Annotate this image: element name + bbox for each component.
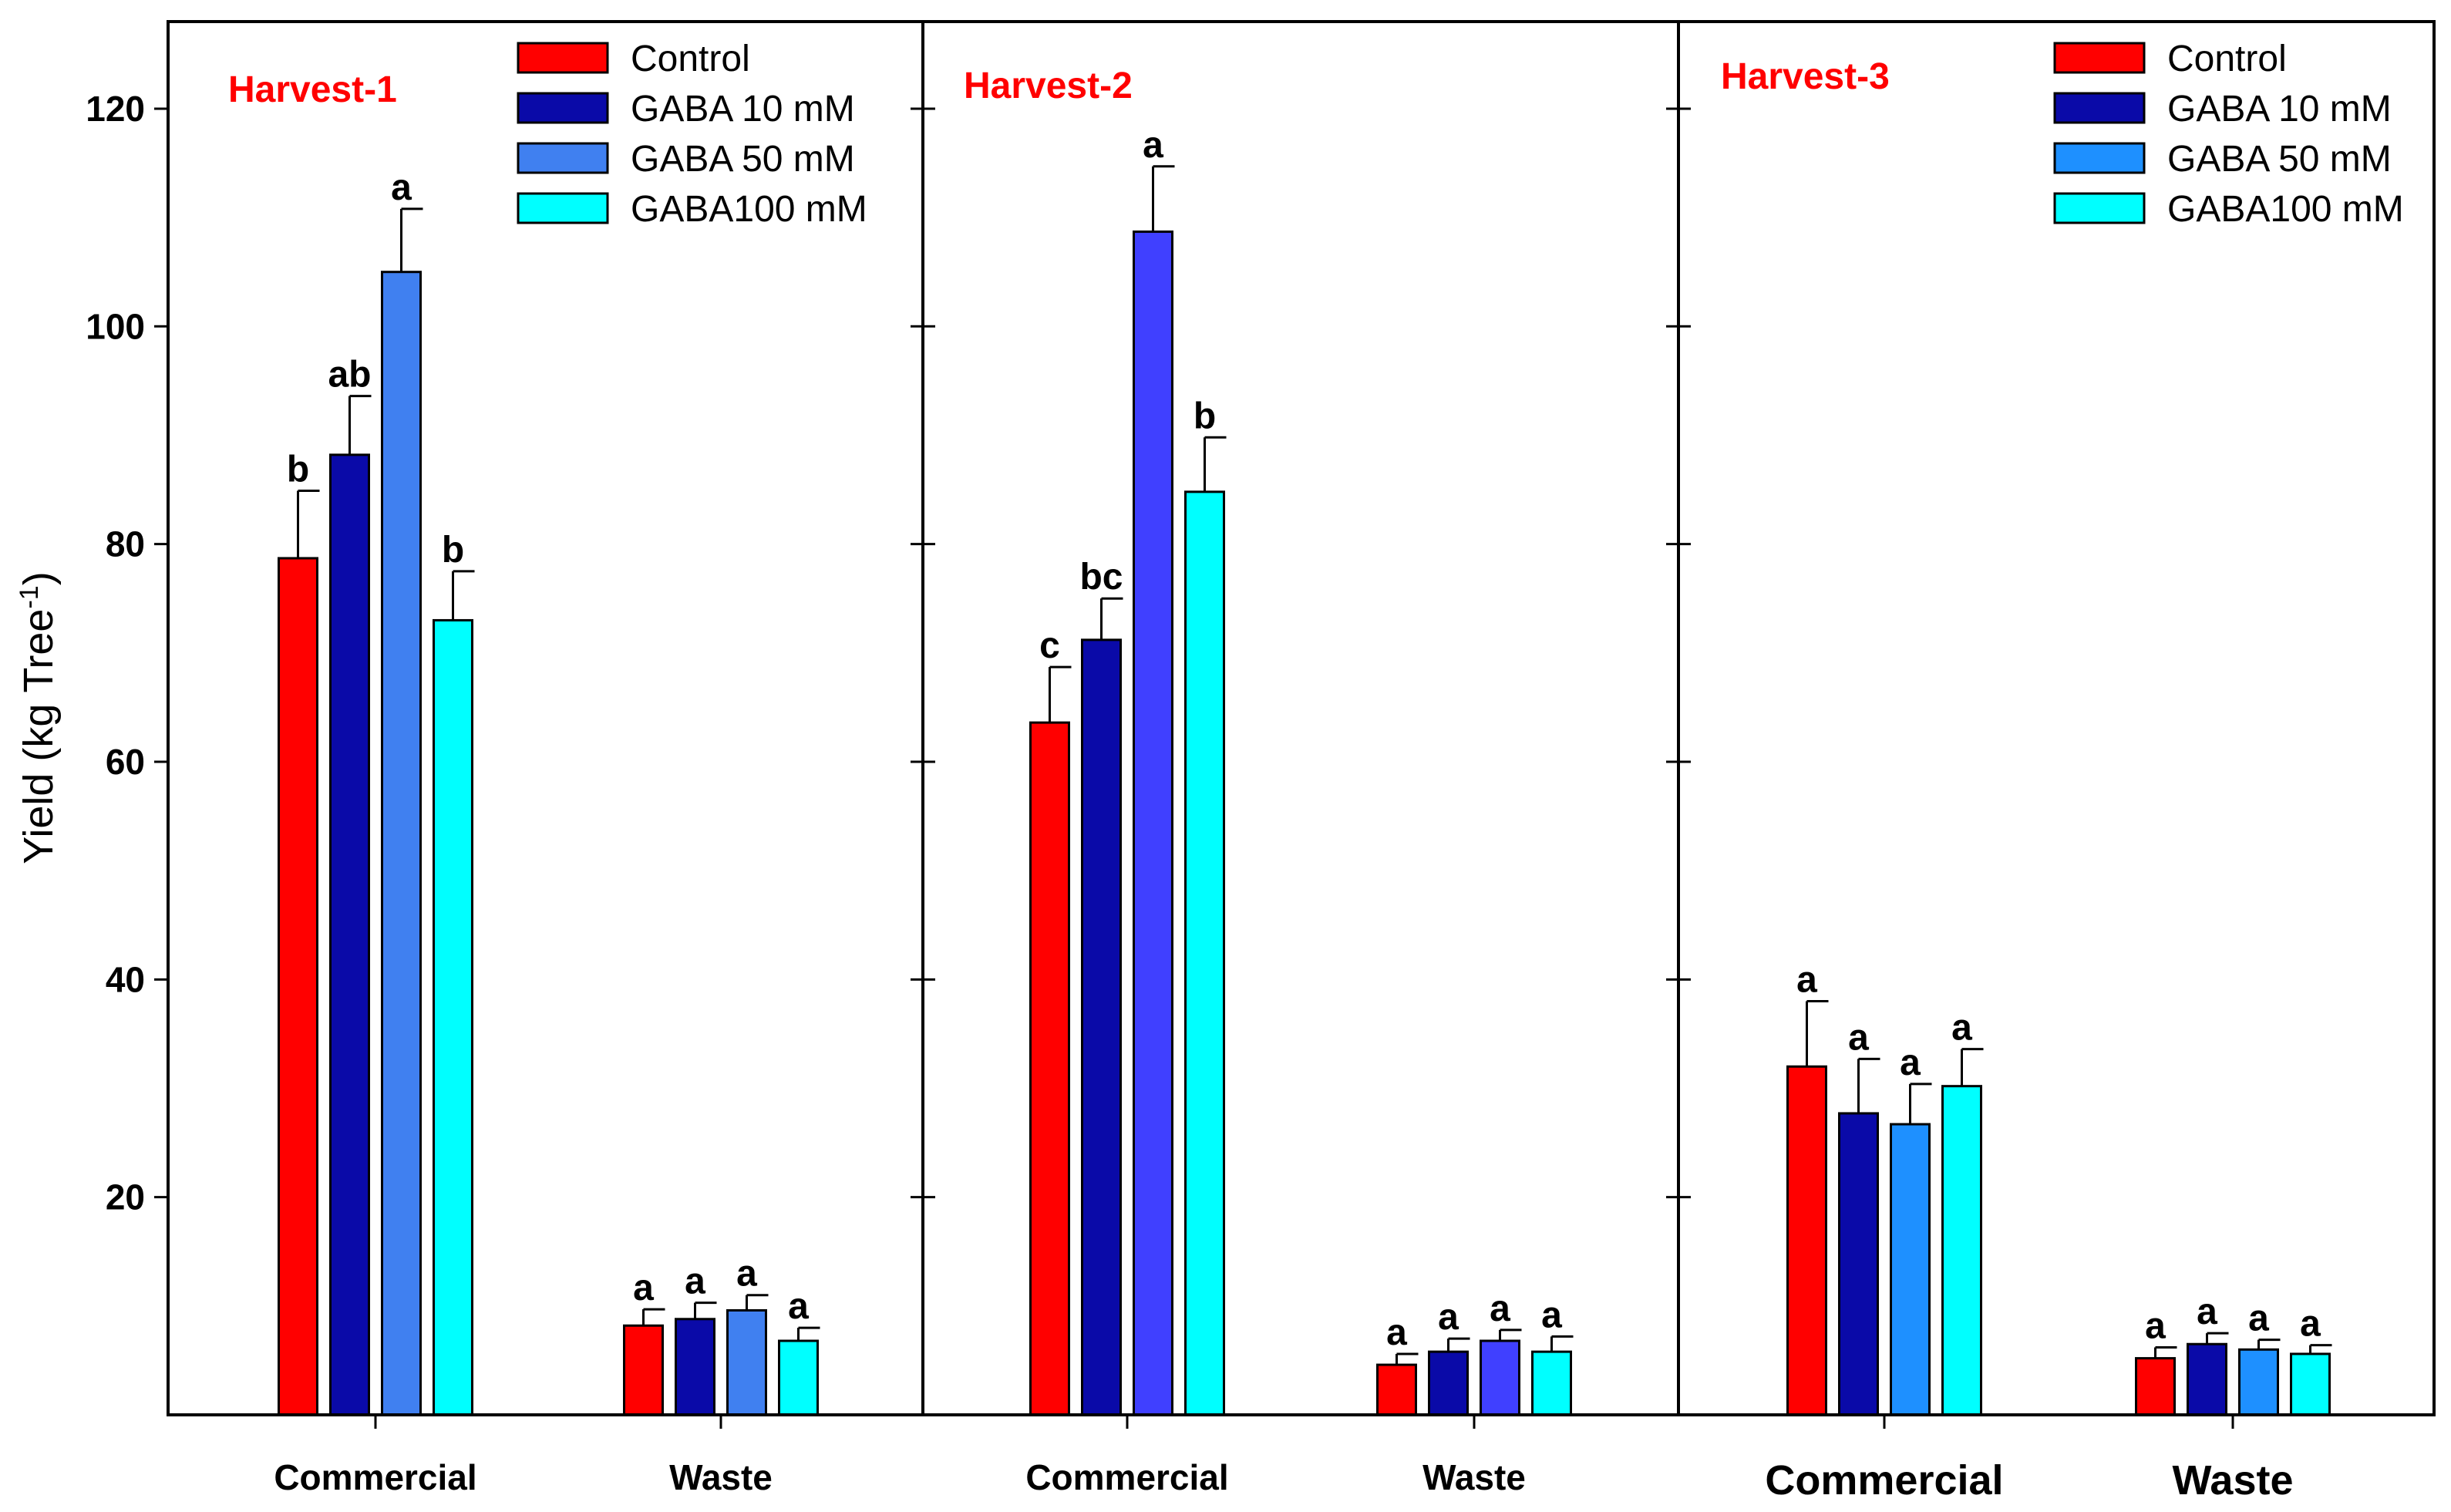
significance-letter: a [788,1286,809,1327]
x-category-label: Commercial [274,1457,476,1497]
significance-letter: a [1951,1008,1972,1049]
legend: Control GABA 10 mM GABA 50 mM GABA100 mM [2053,39,2404,230]
bar [381,271,422,1416]
bar [1428,1350,1469,1416]
bar [778,1339,819,1416]
legend-swatch [2053,92,2146,124]
bar [1890,1123,1931,1416]
legend-label: GABA 10 mM [631,89,855,130]
panel-title: Harvest-3 [1721,56,1890,97]
bar [2238,1348,2279,1416]
bar [1838,1112,1879,1416]
bar [623,1324,664,1416]
legend-label: GABA 10 mM [2167,89,2392,130]
significance-letter: a [633,1268,654,1308]
x-category-label: Waste [1422,1457,1526,1497]
bar [2290,1352,2331,1416]
y-axis-label-superscript: -1 [15,585,44,608]
y-tick-label: 80 [106,524,145,564]
legend-swatch [517,42,609,74]
legend-label: GABA 50 mM [2167,139,2392,180]
significance-letter: bc [1079,557,1123,598]
y-tick-label: 100 [86,306,145,346]
significance-letter: b [442,530,464,571]
bar [329,453,370,1416]
x-category-label: Waste [2172,1457,2293,1504]
significance-letter: ab [328,355,371,396]
bar [2187,1342,2227,1416]
y-axis-label-main: Yield (kg Tree [15,609,62,864]
bar [1786,1065,1827,1416]
bar [1081,638,1122,1416]
bar [2135,1357,2176,1416]
significance-letter: a [1796,960,1817,1001]
bar [1480,1339,1520,1416]
legend-swatch [2053,142,2146,174]
significance-letter: b [1194,396,1216,436]
legend-swatch [517,142,609,174]
y-tick-label: 60 [106,742,145,782]
legend-swatch [517,92,609,124]
bar [1376,1363,1417,1416]
legend-swatch [517,192,609,224]
significance-letter: a [1386,1312,1407,1353]
bar [1531,1350,1572,1416]
legend-label: Control [631,39,750,79]
legend-label: Control [2167,39,2287,79]
legend-label: GABA100 mM [2167,189,2404,230]
significance-letter: a [736,1254,757,1295]
legend-swatch [2053,192,2146,224]
x-category-label: Commercial [1025,1457,1228,1497]
panel-title: Harvest-1 [228,69,397,110]
significance-letter: a [1848,1017,1869,1058]
y-tick-label: 20 [106,1177,145,1217]
significance-letter: a [1143,125,1163,166]
y-tick-label: 40 [106,959,145,999]
legend: Control GABA 10 mM GABA 50 mM GABA100 mM [517,39,867,230]
bar [1029,721,1070,1416]
bar [1941,1085,1982,1416]
significance-letter: a [2248,1298,2269,1339]
x-category-label: Commercial [1765,1457,2003,1504]
bar [278,557,318,1416]
significance-letter: a [1490,1288,1510,1329]
bar [433,618,473,1416]
legend-swatch [2053,42,2146,74]
legend-label: GABA100 mM [631,189,867,230]
significance-letter: a [1541,1295,1562,1335]
bar [675,1318,715,1416]
bar [726,1308,767,1416]
significance-letter: a [1438,1297,1459,1338]
plot-frame [167,20,2436,1416]
y-axis-label: Yield (kg Tree-1) [15,571,62,864]
x-category-label: Waste [669,1457,773,1497]
bar [1184,490,1225,1416]
significance-letter: a [391,167,412,208]
legend-label: GABA 50 mM [631,139,855,180]
y-axis-label-close: ) [15,571,62,585]
y-tick-label: 120 [86,89,145,129]
significance-letter: a [2300,1304,2321,1345]
plot-area: baabaaabacabcaaabaaaaaaaaa20406080100120… [15,20,2436,1504]
significance-letter: a [685,1261,705,1302]
significance-letter: a [2197,1291,2217,1332]
significance-letter: b [287,449,309,490]
panel-title: Harvest-2 [964,66,1133,106]
bar [1133,230,1173,1416]
significance-letter: a [1900,1042,1921,1083]
significance-letter: a [2145,1305,2166,1346]
significance-letter: c [1039,625,1060,666]
